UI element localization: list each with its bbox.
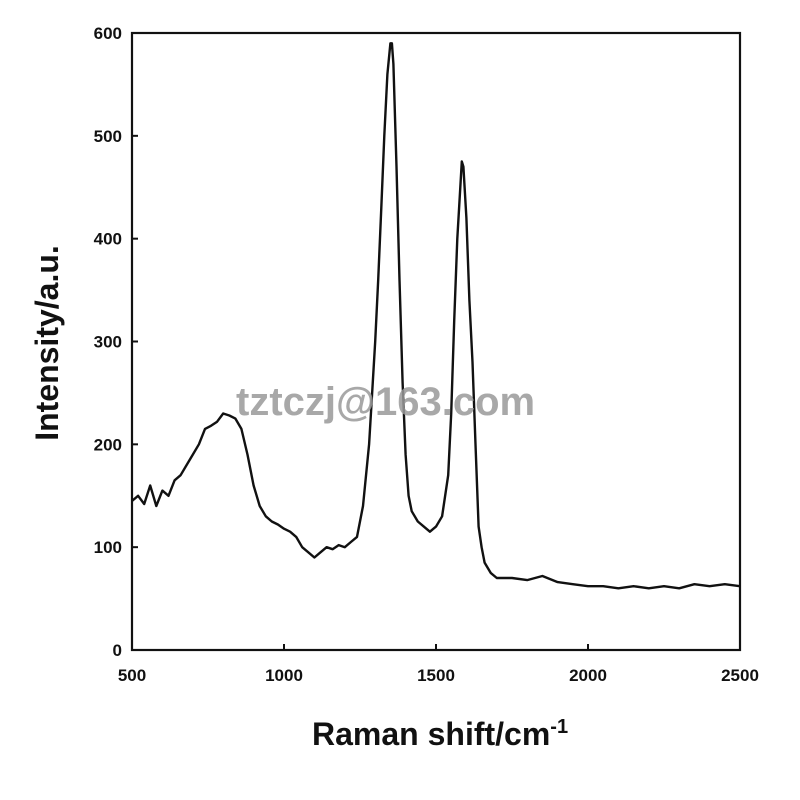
plot-frame	[130, 31, 742, 652]
x-axis-title-main: Raman shift/cm	[312, 716, 550, 752]
x-tick-label: 2000	[569, 666, 607, 685]
x-tick-label: 500	[118, 666, 146, 685]
x-axis-title-superscript: -1	[550, 716, 568, 738]
y-tick-label: 500	[94, 127, 122, 146]
y-tick-label: 600	[94, 24, 122, 43]
y-tick-label: 0	[113, 641, 122, 660]
x-tick-label: 1000	[265, 666, 303, 685]
y-axis-ticks: 0 100 200 300 400 500 600	[94, 24, 138, 660]
x-tick-label: 1500	[417, 666, 455, 685]
y-tick-label: 400	[94, 230, 122, 249]
x-axis-title: Raman shift/cm-1	[312, 716, 568, 752]
y-axis-title: Intensity/a.u.	[29, 245, 65, 441]
y-tick-label: 200	[94, 435, 122, 454]
spectrum-line	[131, 42, 741, 590]
x-tick-label: 2500	[721, 666, 759, 685]
y-tick-label: 100	[94, 538, 122, 557]
watermark-text: tztczj@163.com	[236, 380, 535, 424]
y-tick-label: 300	[94, 333, 122, 352]
